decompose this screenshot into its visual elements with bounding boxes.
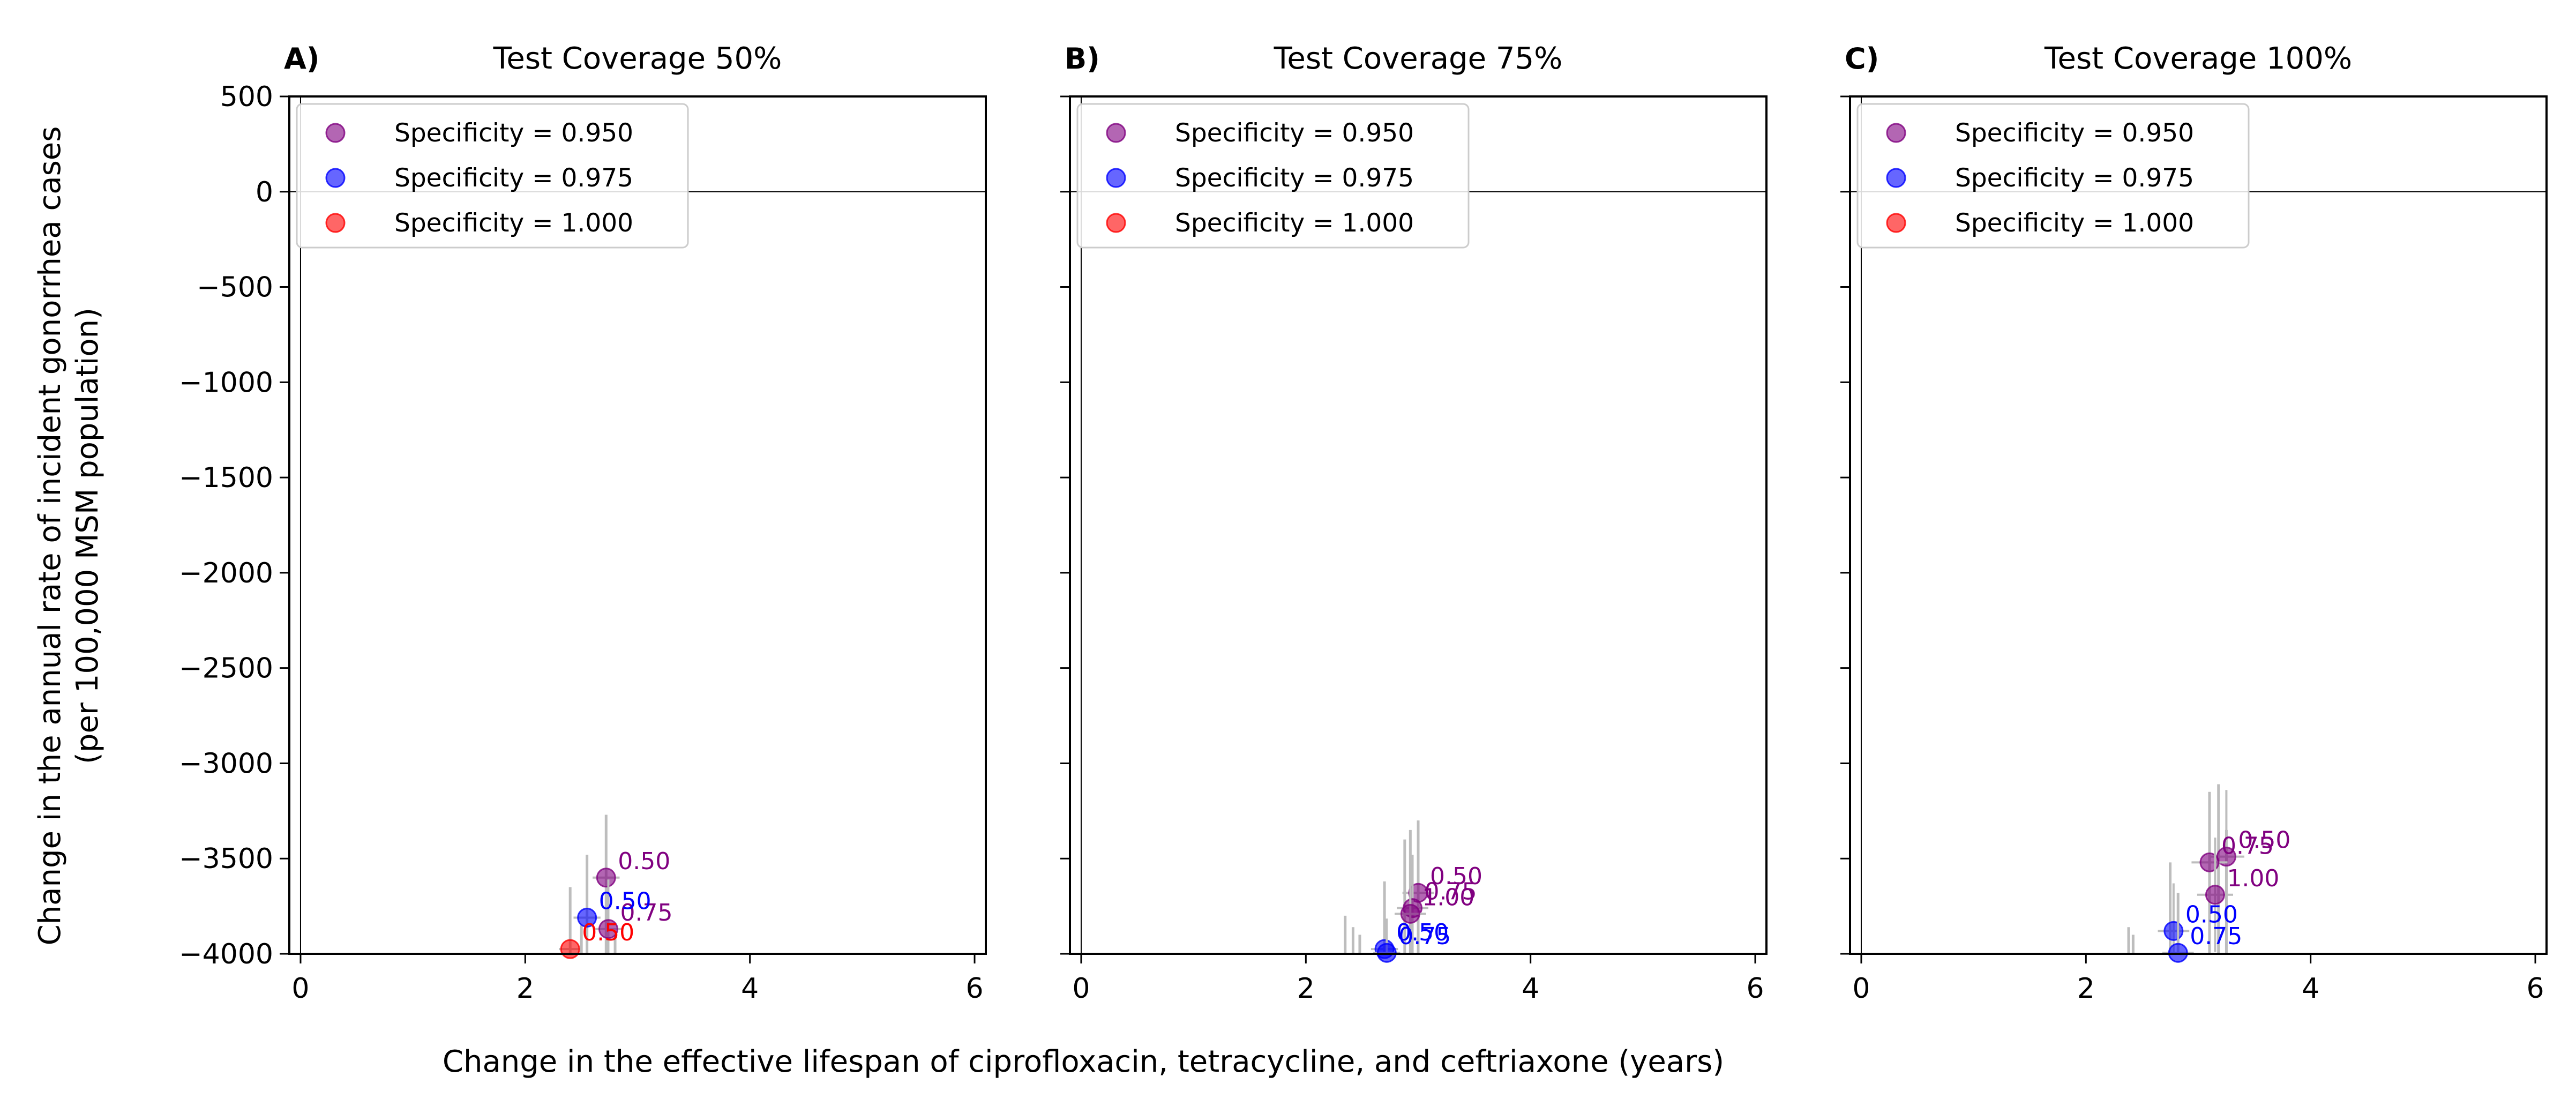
data-label: 0.75 xyxy=(620,899,672,926)
x-tick-label: 0 xyxy=(1072,973,1090,1005)
panel-1: 0.500.750.500.500 2 4 65000−500−1000−1500−2… xyxy=(179,41,987,1005)
legend: Specificity = 0.950 Specificity = 0.975 Sp… xyxy=(1076,103,1470,249)
legend-entry: Specificity = 0.950 xyxy=(1175,118,1414,148)
data-label: 1.00 xyxy=(1422,884,1474,911)
y-tick-label: −500 xyxy=(197,272,273,304)
legend-marker xyxy=(325,123,346,143)
legend-box xyxy=(296,103,689,249)
panel-title: Test Coverage 100% xyxy=(2044,41,2352,76)
panel-title: Test Coverage 50% xyxy=(493,41,782,76)
y-tick-label: −4000 xyxy=(179,938,273,970)
panel-2: 0.500.751.000.500.750 2 4 6B) Test Coverage … xyxy=(1060,41,1768,1005)
legend-entry: Specificity = 0.950 xyxy=(394,118,633,148)
x-tick-label: 4 xyxy=(2302,973,2319,1005)
legend-entry: Specificity = 0.950 xyxy=(1955,118,2194,148)
x-tick-label: 2 xyxy=(2077,973,2095,1005)
data-point xyxy=(577,907,597,928)
legend-entry: Specificity = 0.975 xyxy=(394,163,633,193)
data-label: 0.75 xyxy=(1425,878,1477,906)
legend-marker xyxy=(1886,213,1906,233)
y-tick-label: −3000 xyxy=(179,748,273,780)
y-tick-label: −3500 xyxy=(179,843,273,875)
y-tick-label: −1000 xyxy=(179,367,273,399)
y-tick-label: −2000 xyxy=(179,557,273,589)
x-tick-label: 2 xyxy=(516,973,534,1005)
x-tick-label: 6 xyxy=(965,973,983,1005)
axes-frame xyxy=(1069,95,1768,955)
legend-marker xyxy=(1886,168,1906,188)
data-point xyxy=(596,868,616,888)
data-label: 0.75 xyxy=(2221,832,2274,860)
data-point xyxy=(598,919,618,939)
legend-marker xyxy=(325,213,346,233)
x-axis-label: Change in the effective lifespan of cipr… xyxy=(443,1044,1724,1079)
legend-marker xyxy=(325,168,346,188)
legend: Specificity = 0.950 Specificity = 0.975 Sp… xyxy=(1856,103,2250,249)
legend-entry: Specificity = 0.975 xyxy=(1955,163,2194,193)
legend-marker xyxy=(1886,123,1906,143)
panel-label: B) xyxy=(1065,42,1100,76)
legend-marker xyxy=(1106,213,1126,233)
legend-entry: Specificity = 0.975 xyxy=(1175,163,1414,193)
panel-label: C) xyxy=(1845,42,1879,76)
y-tick-label: 0 xyxy=(256,176,273,208)
data-label: 0.50 xyxy=(582,919,634,946)
x-tick-label: 2 xyxy=(1297,973,1315,1005)
y-tick-label: 500 xyxy=(220,81,273,113)
data-point xyxy=(2205,885,2225,905)
data-label: 1.00 xyxy=(2227,865,2279,892)
legend-entry: Specificity = 1.000 xyxy=(1175,208,1414,238)
legend-entry: Specificity = 1.000 xyxy=(1955,208,2194,238)
x-tick-label: 4 xyxy=(741,973,759,1005)
data-label: 0.50 xyxy=(1396,919,1449,946)
panels: 0.500.750.500.500 2 4 65000−500−1000−1500−2… xyxy=(179,41,2548,1005)
y-tick-label: −1500 xyxy=(179,462,273,494)
y-tick-label: −2500 xyxy=(179,653,273,685)
data-label: 0.50 xyxy=(2185,901,2238,928)
data-label: 0.75 xyxy=(2190,923,2242,950)
x-tick-label: 4 xyxy=(1522,973,1539,1005)
x-tick-label: 0 xyxy=(291,973,309,1005)
x-tick-label: 0 xyxy=(1852,973,1870,1005)
y-axis-label-line1: Change in the annual rate of incident go… xyxy=(33,126,68,946)
data-point xyxy=(560,939,580,959)
legend-marker xyxy=(1106,168,1126,188)
legend-box xyxy=(1076,103,1470,249)
axes-frame xyxy=(1849,95,2548,955)
data-point xyxy=(2163,921,2184,941)
legend-box xyxy=(1856,103,2250,249)
y-axis-label-line2: (per 100,000 MSM population) xyxy=(70,308,105,764)
panel-label: A) xyxy=(284,42,319,76)
legend-marker xyxy=(1106,123,1126,143)
legend-entry: Specificity = 1.000 xyxy=(394,208,633,238)
data-label: 0.50 xyxy=(2238,827,2290,854)
data-label: 0.50 xyxy=(1430,863,1482,890)
data-label: 0.50 xyxy=(599,887,652,915)
panel-title: Test Coverage 75% xyxy=(1274,41,1563,76)
x-tick-label: 6 xyxy=(1746,973,1764,1005)
data-point xyxy=(1400,903,1420,924)
data-label: 0.75 xyxy=(1398,923,1451,950)
x-tick-label: 6 xyxy=(2526,973,2544,1005)
axes-frame xyxy=(288,95,987,955)
data-label: 0.50 xyxy=(618,848,670,875)
panel-3: 0.500.751.000.500.750 2 4 6C) Test Coverage … xyxy=(1840,41,2548,1005)
legend: Specificity = 0.950 Specificity = 0.975 Sp… xyxy=(296,103,689,249)
